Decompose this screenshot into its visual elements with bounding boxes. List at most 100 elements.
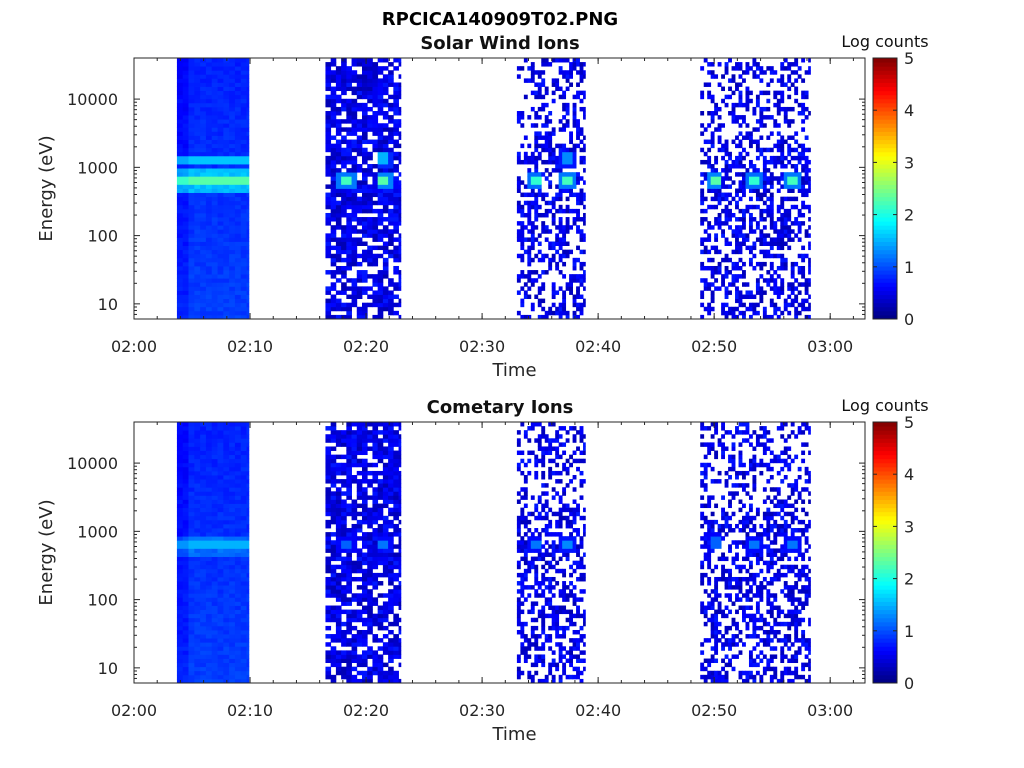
spectrogram-cell xyxy=(188,515,195,521)
spectrogram-cell xyxy=(362,576,368,582)
spectrogram-cell xyxy=(217,200,224,206)
spectrogram-cell xyxy=(176,302,184,308)
spectrogram-cell xyxy=(356,237,363,242)
spectrogram-cell xyxy=(537,249,542,255)
spectrogram-cell xyxy=(541,106,546,112)
spectrogram-cell xyxy=(752,265,757,271)
spectrogram-cell xyxy=(346,151,352,157)
spectrogram-cell xyxy=(541,135,546,140)
spectrogram-cell xyxy=(240,180,247,185)
spectrogram-cell xyxy=(217,90,224,96)
spectrogram-cell xyxy=(377,625,384,631)
spectrogram-cell xyxy=(351,208,358,214)
spectrogram-cell xyxy=(558,310,563,316)
spectrogram-cell xyxy=(748,164,753,169)
spectrogram-cell xyxy=(188,528,195,533)
spectrogram-cell xyxy=(377,450,384,456)
spectrogram-cell xyxy=(398,94,402,100)
spectrogram-cell xyxy=(790,172,795,177)
spectrogram-cell xyxy=(787,310,792,316)
spectrogram-cell xyxy=(527,253,532,259)
spectrogram-cell xyxy=(735,204,739,210)
spectrogram-cell xyxy=(217,278,224,283)
spectrogram-cell xyxy=(790,261,795,267)
spectrogram-cell xyxy=(346,536,352,541)
spectrogram-cell xyxy=(223,434,230,439)
spectrogram-cell xyxy=(234,629,242,635)
spectrogram-cell xyxy=(246,483,250,488)
spectrogram-cell xyxy=(544,143,549,149)
spectrogram-cell xyxy=(769,155,774,161)
spectrogram-cell xyxy=(372,662,379,668)
spectrogram-cell xyxy=(351,74,358,79)
spectrogram-cell xyxy=(205,192,213,198)
spectrogram-cell xyxy=(229,483,236,488)
spectrogram-cell xyxy=(229,678,236,684)
spectrogram-cell xyxy=(372,564,379,570)
spectrogram-cell xyxy=(377,290,384,295)
spectrogram-cell xyxy=(377,286,384,291)
spectrogram-cell xyxy=(200,613,207,619)
spectrogram-cell xyxy=(341,257,347,263)
spectrogram-cell xyxy=(398,544,402,549)
spectrogram-cell xyxy=(234,168,242,173)
spectrogram-cell xyxy=(558,127,563,132)
spectrogram-cell xyxy=(356,434,363,439)
spectrogram-cell xyxy=(240,540,247,545)
spectrogram-cell xyxy=(200,172,207,177)
spectrogram-cell xyxy=(724,192,729,198)
spectrogram-cell xyxy=(176,479,184,484)
spectrogram-cell xyxy=(182,274,189,279)
spectrogram-cell xyxy=(188,605,195,610)
spectrogram-cell xyxy=(783,241,788,246)
spectrogram-cell xyxy=(576,278,580,283)
spectrogram-cell xyxy=(200,483,207,488)
spectrogram-cell xyxy=(520,229,525,234)
spectrogram-cell xyxy=(330,172,337,177)
spectrogram-cell xyxy=(335,536,342,541)
spectrogram-cell xyxy=(717,225,722,230)
spectrogram-cell xyxy=(188,298,195,304)
spectrogram-cell xyxy=(362,581,368,586)
spectrogram-cell xyxy=(398,106,402,112)
spectrogram-cell xyxy=(351,192,358,198)
spectrogram-cell xyxy=(388,564,394,570)
spectrogram-cell xyxy=(246,265,250,271)
spectrogram-cell xyxy=(341,540,347,545)
spectrogram-cell xyxy=(205,475,213,480)
spectrogram-cell xyxy=(223,90,230,96)
spectrogram-cell xyxy=(223,106,230,112)
spectrogram-cell xyxy=(356,278,363,283)
spectrogram-cell xyxy=(541,225,546,230)
spectrogram-cell xyxy=(748,196,753,202)
spectrogram-cell xyxy=(223,62,230,67)
spectrogram-cell xyxy=(769,208,774,214)
spectrogram-cell xyxy=(794,139,799,145)
spectrogram-cell xyxy=(721,274,725,279)
spectrogram-cell xyxy=(393,229,399,234)
spectrogram-cell xyxy=(346,576,352,582)
spectrogram-cell xyxy=(194,290,201,295)
spectrogram-cell xyxy=(176,629,184,635)
spectrogram-cell xyxy=(335,172,342,177)
spectrogram-cell xyxy=(188,192,195,198)
spectrogram-cell xyxy=(217,290,224,295)
spectrogram-cell xyxy=(527,217,532,222)
spectrogram-cell xyxy=(377,605,384,610)
spectrogram-cell xyxy=(769,212,774,218)
spectrogram-cell xyxy=(714,184,719,189)
spectrogram-cell xyxy=(541,123,546,128)
spectrogram-cell xyxy=(367,434,373,439)
spectrogram-cell xyxy=(398,249,402,255)
spectrogram-cell xyxy=(569,66,573,71)
spectrogram-cell xyxy=(335,438,342,443)
spectrogram-cell xyxy=(246,654,250,659)
spectrogram-cell xyxy=(721,233,725,238)
spectrogram-cell xyxy=(787,86,792,92)
spectrogram-cell xyxy=(748,204,753,210)
spectrogram-cell xyxy=(362,249,368,255)
spectrogram-cell xyxy=(372,597,379,602)
spectrogram-cell xyxy=(367,98,373,104)
spectrogram-cell xyxy=(548,143,553,149)
spectrogram-cell xyxy=(707,310,712,316)
